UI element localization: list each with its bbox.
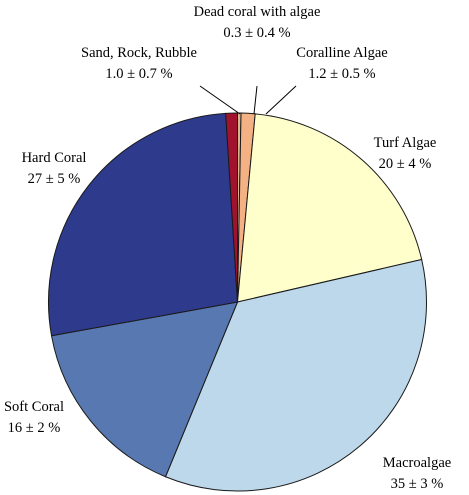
label-dead-coral-value: 0.3 ± 0.4 % [223, 25, 290, 41]
label-soft-coral-name: Soft Coral [4, 399, 64, 415]
label-turf-algae-name: Turf Algae [374, 135, 437, 151]
slice-labels: Dead coral with algae 0.3 ± 0.4 % Corall… [4, 4, 451, 492]
label-sand-rock-rubble-value: 1.0 ± 0.7 % [105, 66, 172, 82]
label-coralline-algae-value: 1.2 ± 0.5 % [308, 66, 375, 82]
label-dead-coral-name: Dead coral with algae [194, 4, 321, 20]
label-hard-coral-value: 27 ± 5 % [28, 171, 81, 187]
leader-line-sand-rock-rubble [199, 85, 241, 115]
leader-line-coralline-algae [265, 85, 297, 115]
pie-slices [47, 112, 427, 492]
label-soft-coral-value: 16 ± 2 % [8, 420, 61, 436]
label-turf-algae-value: 20 ± 4 % [379, 156, 432, 172]
leader-lines [199, 85, 297, 115]
pie-slice-turf-algae [236, 113, 423, 303]
label-coralline-algae-name: Coralline Algae [296, 45, 387, 61]
pie-slice-macroalgae [164, 258, 427, 492]
leader-line-dead-coral [253, 85, 258, 115]
pie-slice-hard-coral [47, 112, 239, 337]
label-macroalgae-name: Macroalgae [383, 455, 451, 471]
pie-slice-soft-coral [50, 301, 239, 478]
pie-slice-sand-rock-rubble [225, 112, 238, 303]
label-sand-rock-rubble-name: Sand, Rock, Rubble [81, 45, 197, 61]
label-hard-coral-name: Hard Coral [22, 150, 87, 166]
label-macroalgae-value: 35 ± 3 % [391, 476, 444, 492]
